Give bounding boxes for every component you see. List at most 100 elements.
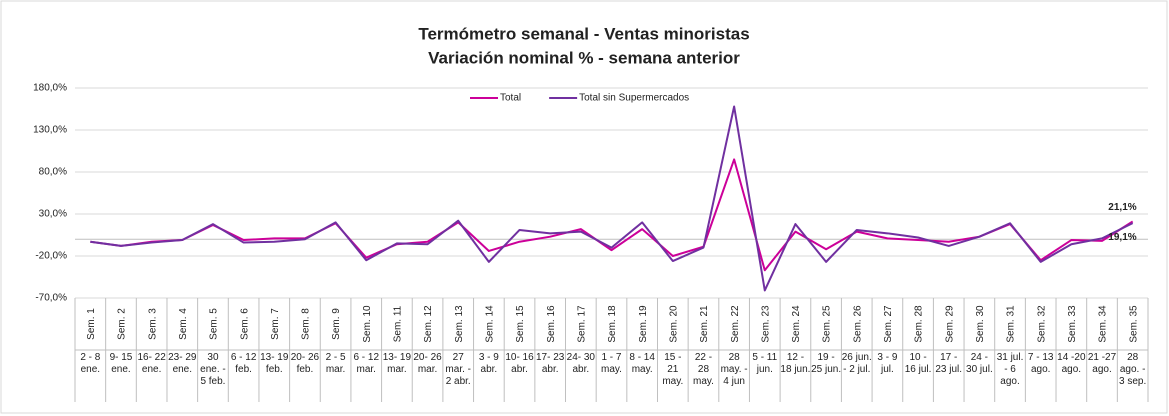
- y-tick-label: -70,0%: [35, 293, 67, 304]
- chart-title: Termómetro semanal - Ventas minoristas: [418, 24, 749, 43]
- x-tick-label: Sem. 4: [178, 308, 189, 340]
- legend-label: Total: [500, 93, 521, 104]
- x-tick-label: Sem. 29: [944, 305, 955, 343]
- x-tick-label: Sem. 9: [331, 308, 342, 340]
- date-label-box: 2 - 8 ene.: [80, 352, 101, 375]
- x-date-label: 20- 26 feb.: [290, 352, 320, 375]
- date-label-box: 24 - 30 jul.: [966, 352, 993, 375]
- y-tick-label: 80,0%: [39, 167, 67, 178]
- x-tick-label: Sem. 6: [239, 308, 250, 340]
- x-date-label: 26 jun. - 2 jul.: [841, 352, 872, 375]
- x-date-label: 1 - 7 may.: [601, 352, 622, 375]
- x-date-label: 8 - 14 may.: [629, 352, 655, 375]
- x-date-label: 6 - 12 feb.: [230, 352, 257, 375]
- x-date-label: 19 - 25 jun.: [811, 352, 842, 375]
- date-label-box: 1 - 7 may.: [601, 352, 622, 375]
- x-tick-label: Sem. 30: [975, 305, 986, 343]
- x-tick-label: Sem. 15: [515, 305, 526, 343]
- x-tick-label: Sem. 35: [1128, 305, 1139, 343]
- date-label-box: 24- 30 abr.: [566, 352, 595, 375]
- x-date-label: 3 - 9 abr.: [478, 352, 499, 375]
- x-date-label: 24- 30 abr.: [566, 352, 595, 375]
- x-tick-label: Sem. 18: [607, 305, 618, 343]
- date-label-box: 20- 26 mar.: [413, 352, 442, 375]
- date-label-box: 15 - 21 may.: [662, 352, 684, 387]
- x-tick-label: Sem. 25: [822, 305, 833, 343]
- x-date-label: 2 - 8 ene.: [80, 352, 101, 375]
- x-tick-label: Sem. 7: [270, 308, 281, 340]
- x-tick-label: Sem. 34: [1098, 305, 1109, 343]
- date-label-box: 14 -20 ago.: [1057, 352, 1086, 375]
- date-label-box: 9- 15 ene.: [109, 352, 133, 375]
- date-label-box: 30 ene. - 5 feb.: [200, 352, 226, 387]
- x-tick-label: Sem. 10: [362, 305, 373, 343]
- x-tick-label: Sem. 23: [760, 305, 771, 343]
- x-date-label: 10 - 16 jul.: [904, 352, 932, 375]
- date-label-box: 26 jun. - 2 jul.: [841, 352, 872, 375]
- date-label-box: 2 - 5 mar.: [325, 352, 346, 375]
- x-tick-label: Sem. 1: [86, 308, 97, 340]
- date-label-box: 6 - 12 feb.: [230, 352, 257, 375]
- x-date-label: 21 -27 ago.: [1087, 352, 1117, 375]
- x-tick-label: Sem. 13: [454, 305, 465, 343]
- x-tick-label: Sem. 5: [209, 308, 220, 340]
- date-label-box: 10 - 16 jul.: [904, 352, 932, 375]
- date-label-box: 19 - 25 jun.: [811, 352, 842, 375]
- date-label-box: 7 - 13 ago.: [1027, 352, 1054, 375]
- date-label-box: 3 - 9 abr.: [478, 352, 499, 375]
- x-tick-label: Sem. 21: [699, 305, 710, 343]
- series-line: [90, 158, 1134, 272]
- x-date-label: 6 - 12 mar.: [353, 352, 380, 375]
- date-label-box: 13- 19 feb.: [260, 352, 288, 375]
- x-tick-label: Sem. 27: [883, 305, 894, 343]
- date-label-box: 12 - 18 jun.: [780, 352, 810, 375]
- date-label-box: 28 ago. - 3 sep.: [1119, 352, 1147, 387]
- date-label-box: 21 -27 ago.: [1087, 352, 1117, 375]
- x-tick-label: Sem. 2: [117, 308, 128, 340]
- x-tick-label: Sem. 16: [546, 305, 557, 343]
- date-label-box: 5 - 11 jun.: [752, 352, 778, 375]
- y-tick-label: -20,0%: [35, 251, 67, 262]
- x-date-label: 5 - 11 jun.: [752, 352, 778, 375]
- x-tick-label: Sem. 3: [147, 308, 158, 340]
- x-date-label: 30 ene. - 5 feb.: [200, 352, 226, 387]
- x-tick-label: Sem. 17: [576, 305, 587, 343]
- x-date-label: 28 may. - 4 jun: [720, 352, 748, 387]
- x-tick-label: Sem. 20: [668, 305, 679, 343]
- x-date-label: 28 ago. - 3 sep.: [1119, 352, 1147, 387]
- date-label-box: 16- 22 ene.: [137, 352, 166, 375]
- chart-subtitle: Variación nominal % - semana anterior: [428, 48, 740, 67]
- x-tick-label: Sem. 12: [423, 305, 434, 343]
- date-label-box: 8 - 14 may.: [629, 352, 655, 375]
- date-label-box: 13- 19 mar.: [383, 352, 411, 375]
- y-tick-label: 180,0%: [33, 83, 67, 94]
- x-date-label: 14 -20 ago.: [1057, 352, 1086, 375]
- x-tick-label: Sem. 8: [301, 308, 312, 340]
- data-label: 21,1%: [1108, 202, 1136, 213]
- x-date-label: 23- 29 ene.: [168, 352, 197, 375]
- x-date-label: 24 - 30 jul.: [966, 352, 993, 375]
- x-tick-label: Sem. 32: [1036, 305, 1047, 343]
- date-label-box: 20- 26 feb.: [290, 352, 320, 375]
- y-tick-label: 30,0%: [39, 209, 67, 220]
- x-tick-label: Sem. 19: [638, 305, 649, 343]
- date-label-box: 23- 29 ene.: [168, 352, 197, 375]
- x-tick-label: Sem. 11: [393, 305, 404, 342]
- legend-label: Total sin Supermercados: [579, 93, 689, 104]
- x-date-label: 7 - 13 ago.: [1027, 352, 1054, 375]
- x-date-label: 15 - 21 may.: [662, 352, 684, 387]
- x-tick-label: Sem. 33: [1067, 305, 1078, 343]
- x-tick-label: Sem. 31: [1006, 305, 1017, 343]
- x-date-label: 10- 16 abr.: [505, 352, 534, 375]
- data-label: 19,1%: [1108, 232, 1136, 243]
- x-date-label: 3 - 9 jul.: [877, 352, 898, 375]
- x-date-label: 16- 22 ene.: [137, 352, 166, 375]
- date-label-box: 22 - 28 may.: [693, 352, 714, 387]
- x-date-label: 2 - 5 mar.: [325, 352, 346, 375]
- date-label-box: 3 - 9 jul.: [877, 352, 898, 375]
- x-date-label: 20- 26 mar.: [413, 352, 442, 375]
- x-date-label: 9- 15 ene.: [109, 352, 133, 375]
- x-date-label: 27 mar. - 2 abr.: [445, 352, 471, 387]
- date-label-box: 10- 16 abr.: [505, 352, 534, 375]
